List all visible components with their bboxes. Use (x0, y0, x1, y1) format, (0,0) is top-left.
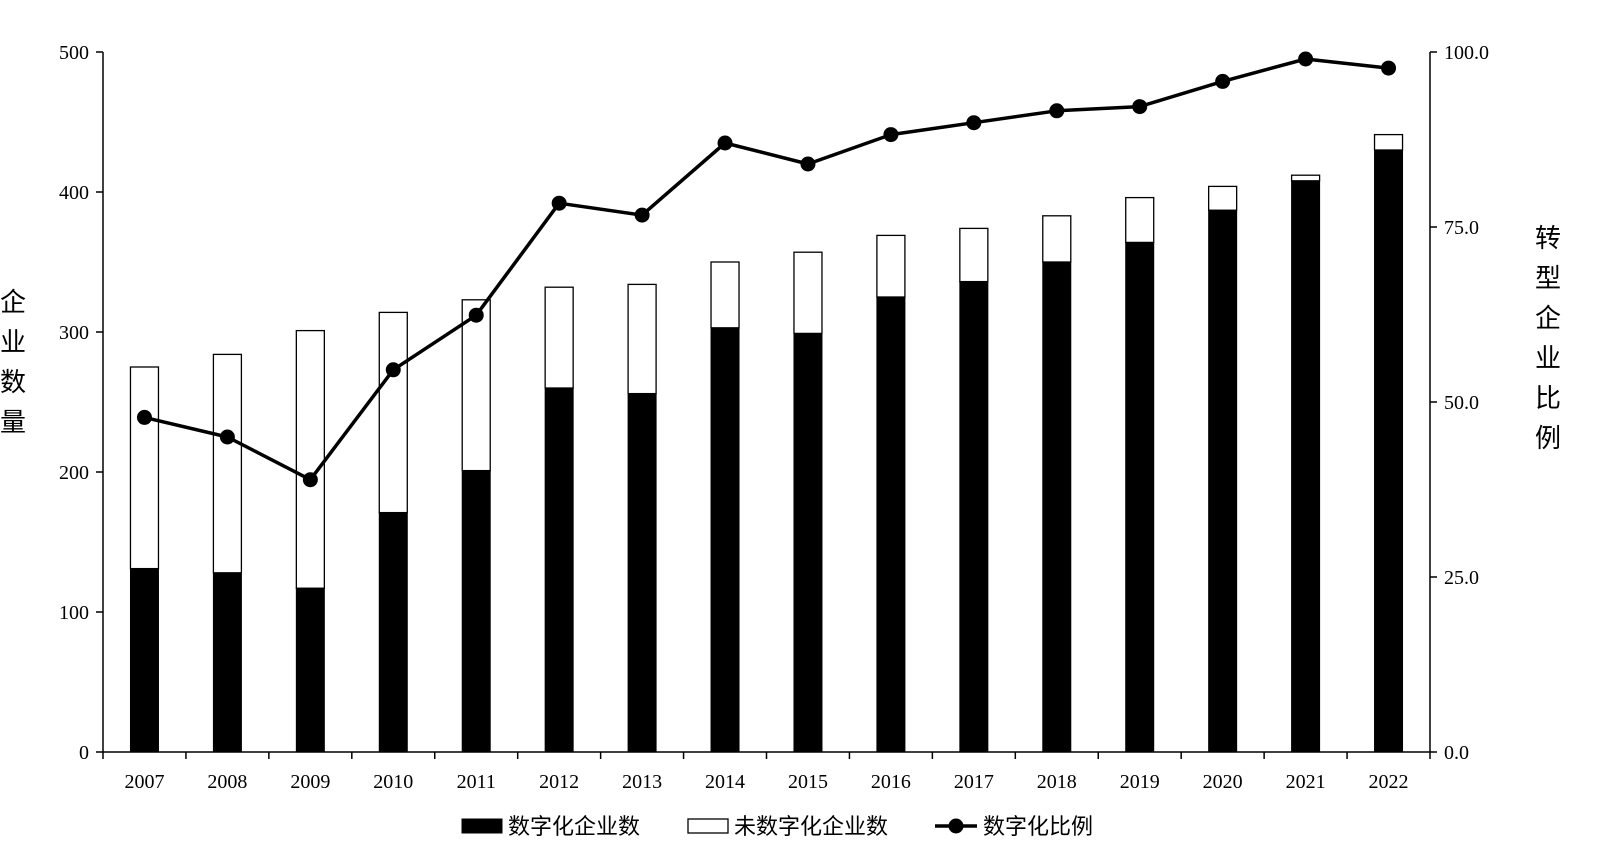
bar-digital (1125, 241, 1155, 753)
left-tick-label: 100 (59, 602, 89, 624)
left-tick-label: 300 (59, 322, 89, 344)
axis-title-char: 企 (1535, 304, 1561, 334)
ratio-point (966, 115, 982, 131)
bar-non-digital (1208, 185, 1238, 211)
bar-non-digital (959, 227, 989, 283)
bar-digital (876, 296, 906, 753)
left-tick-label: 500 (59, 42, 89, 64)
x-tick-label: 2017 (954, 771, 994, 793)
bar-digital (295, 587, 325, 753)
bar-digital (627, 393, 657, 753)
bar-digital (793, 332, 823, 753)
bar-non-digital (1125, 196, 1155, 244)
bar-non-digital (378, 311, 408, 514)
ratio-point (551, 195, 567, 211)
legend-marker-ratio (948, 818, 964, 834)
ratio-point (468, 307, 484, 323)
bar-digital (461, 470, 491, 753)
axis-title-char: 数 (0, 368, 26, 398)
x-tick-label: 2012 (539, 771, 579, 793)
bar-non-digital (129, 366, 160, 570)
ratio-point (385, 362, 401, 378)
x-tick-label: 2014 (705, 771, 745, 793)
axis-title-char: 例 (1535, 424, 1561, 454)
bar-digital (1042, 261, 1072, 753)
right-tick-label: 75.0 (1444, 217, 1479, 239)
x-tick-label: 2019 (1120, 771, 1160, 793)
legend-label-ratio: 数字化比例 (983, 815, 1093, 840)
x-tick-label: 2022 (1369, 771, 1409, 793)
axis-title-char: 量 (0, 408, 26, 438)
bars (129, 133, 1404, 753)
x-tick-label: 2016 (871, 771, 911, 793)
bar-non-digital (1373, 133, 1404, 151)
ratio-point (800, 156, 816, 172)
bar-non-digital (1042, 215, 1072, 263)
bar-digital (1374, 149, 1404, 753)
x-tick-label: 2008 (207, 771, 247, 793)
x-tick-label: 2021 (1286, 771, 1326, 793)
legend-label-non-digital: 未数字化企业数 (734, 815, 888, 840)
x-tick-label: 2020 (1203, 771, 1243, 793)
ratio-point (136, 409, 152, 425)
ratio-point (1298, 51, 1314, 67)
x-tick-label: 2011 (457, 771, 496, 793)
bar-digital (710, 327, 740, 753)
left-tick-label: 400 (59, 182, 89, 204)
ratio-point (1215, 73, 1231, 89)
x-tick-label: 2015 (788, 771, 828, 793)
axis-title-char: 企 (0, 288, 26, 318)
left-tick-label: 200 (59, 462, 89, 484)
right-tick-label: 50.0 (1444, 392, 1479, 414)
right-tick-label: 0.0 (1444, 742, 1469, 764)
right-tick-label: 25.0 (1444, 567, 1479, 589)
bar-non-digital (1290, 174, 1321, 182)
axis-title-char: 业 (0, 328, 26, 358)
bar-non-digital (295, 329, 325, 589)
ratio-point (1132, 99, 1148, 115)
ratio-point (1381, 60, 1397, 76)
ratio-point (634, 207, 650, 223)
ratio-point (1049, 103, 1065, 119)
bar-digital (544, 387, 574, 753)
legend-swatch-digital (461, 818, 503, 834)
x-tick-label: 2013 (622, 771, 662, 793)
ratio-point (302, 472, 318, 488)
right-tick-label: 100.0 (1444, 42, 1489, 64)
bar-digital (212, 572, 242, 753)
bar-non-digital (793, 251, 823, 335)
bar-digital (1291, 180, 1321, 753)
x-tick-label: 2018 (1037, 771, 1077, 793)
axis-title-char: 转 (1535, 224, 1561, 254)
bar-non-digital (710, 261, 740, 329)
axis-title-char: 业 (1535, 344, 1561, 374)
x-tick-label: 2009 (290, 771, 330, 793)
axis-labels: 0 100 200 300 400 500 0.0 25.0 50.0 75.0 100.0 2007… (0, 42, 1561, 793)
bar-non-digital (876, 234, 906, 298)
axis-title-char: 型 (1535, 264, 1561, 294)
ratio-line (136, 51, 1397, 488)
bar-non-digital (212, 353, 243, 574)
x-tick-label: 2007 (124, 771, 164, 793)
bar-digital (1208, 209, 1238, 753)
ratio-point (883, 127, 899, 143)
ratio-line-path (144, 57, 1389, 482)
legend: 数字化企业数 未数字化企业数 数字化比例 (461, 815, 1093, 840)
legend-label-digital: 数字化企业数 (508, 815, 640, 840)
ratio-point (219, 429, 235, 445)
bar-digital (959, 281, 989, 753)
ratio-point (717, 135, 733, 151)
bar-non-digital (544, 286, 574, 389)
bar-digital (378, 512, 408, 753)
bar-digital (129, 568, 159, 753)
bar-non-digital (461, 299, 491, 472)
legend-swatch-non-digital (687, 818, 729, 834)
bar-non-digital (627, 283, 657, 395)
axis-title-char: 比 (1535, 384, 1561, 414)
left-tick-label: 0 (79, 742, 89, 764)
x-tick-label: 2010 (373, 771, 413, 793)
